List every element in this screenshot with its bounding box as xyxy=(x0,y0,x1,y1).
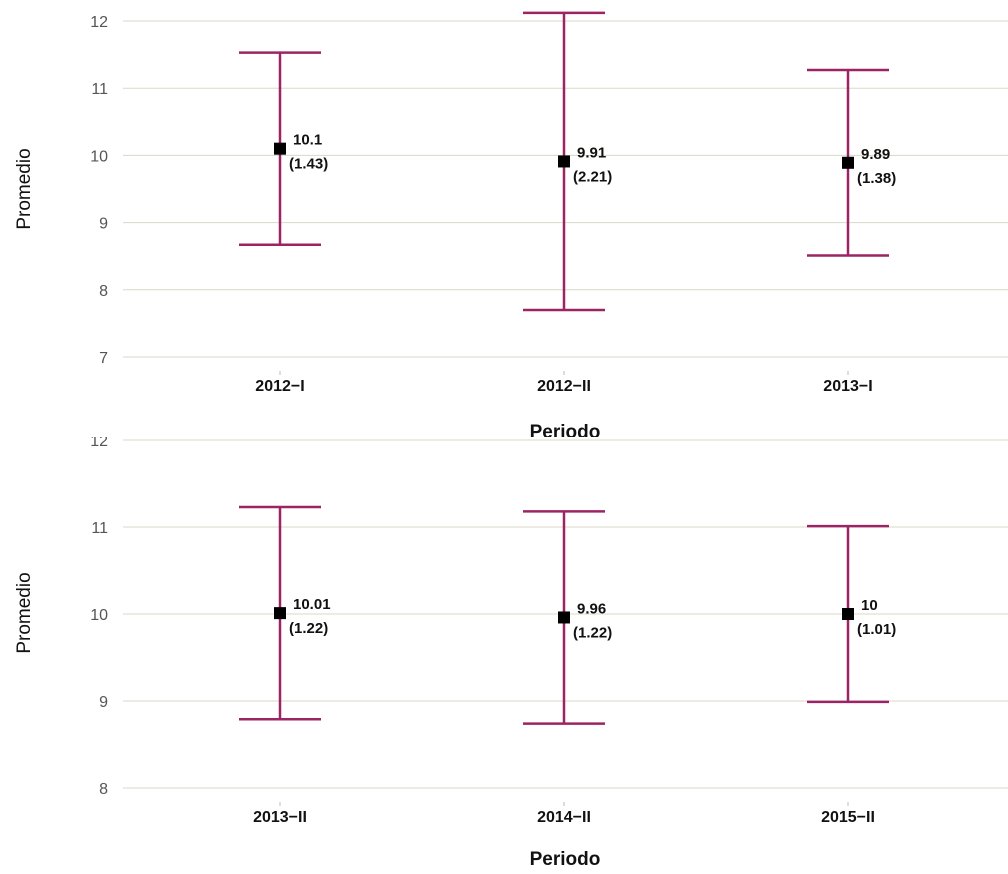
mean-point xyxy=(558,611,570,624)
mean-point xyxy=(274,607,286,620)
y-tick-label: 10 xyxy=(90,607,108,624)
y-axis-label: Promedio xyxy=(14,148,35,229)
chart-panel-bottom: 8 9 10 11 12 Promedio Periodo 2013−II 10.01 (1.22… xyxy=(14,437,1008,870)
x-tick-label: 2015−II xyxy=(821,809,875,826)
y-tick-label: 7 xyxy=(99,350,108,367)
x-axis-label: Periodo xyxy=(530,849,601,870)
y-tick-label: 12 xyxy=(90,14,108,31)
mean-label: 9.96 xyxy=(577,600,606,617)
y-tick-label: 8 xyxy=(99,781,108,798)
y-tick-label: 8 xyxy=(99,283,108,300)
y-tick-label: 9 xyxy=(99,694,108,711)
x-tick-label: 2014−II xyxy=(537,809,591,826)
x-tick-label: 2012−II xyxy=(537,378,591,395)
sd-label: (1.01) xyxy=(857,621,896,638)
x-axis-label: Periodo xyxy=(530,422,601,437)
sd-label: (1.22) xyxy=(289,620,328,637)
mean-label: 10 xyxy=(861,597,878,614)
y-axis-label: Promedio xyxy=(14,572,35,653)
y-tick-label: 12 xyxy=(90,437,108,450)
mean-label: 10.01 xyxy=(293,596,331,613)
x-tick-label: 2013−I xyxy=(823,378,872,395)
mean-label: 9.89 xyxy=(861,146,890,163)
y-tick-label: 9 xyxy=(99,216,108,233)
x-tick-label: 2013−II xyxy=(253,809,307,826)
y-tick-label: 11 xyxy=(91,520,108,537)
y-tick-label: 11 xyxy=(91,81,108,98)
mean-point xyxy=(274,142,286,155)
mean-label: 10.1 xyxy=(293,132,322,149)
mean-point xyxy=(842,156,854,169)
x-tick-label: 2012−I xyxy=(255,378,304,395)
mean-point xyxy=(558,155,570,168)
y-tick-label: 10 xyxy=(90,148,108,165)
sd-label: (2.21) xyxy=(573,168,612,185)
mean-point xyxy=(842,608,854,620)
sd-label: (1.38) xyxy=(857,170,896,187)
sd-label: (1.22) xyxy=(573,624,612,641)
chart-panel-top: 7 8 9 10 11 12 Promedio Periodo 2012−I 10.1 (1.43)… xyxy=(14,11,1008,437)
sd-label: (1.43) xyxy=(289,156,328,173)
mean-label: 9.91 xyxy=(577,144,606,161)
